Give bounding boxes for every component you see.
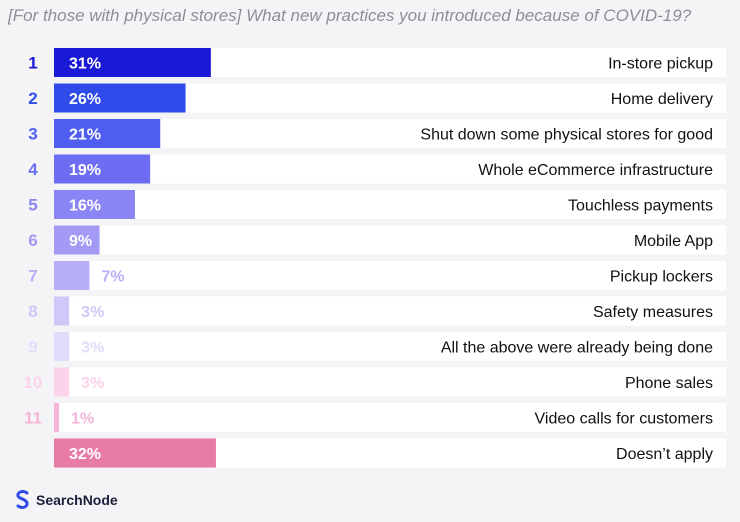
rank-number: 2 bbox=[28, 89, 37, 108]
row-background bbox=[54, 367, 726, 397]
value-label: 7% bbox=[101, 269, 124, 286]
bar bbox=[54, 154, 151, 184]
chart-title: [For those with physical stores] What ne… bbox=[8, 6, 692, 25]
category-label: Home delivery bbox=[611, 91, 713, 108]
category-label: Safety measures bbox=[593, 304, 713, 321]
category-label: Mobile App bbox=[634, 233, 713, 250]
value-label: 21% bbox=[69, 127, 101, 144]
bar-row: 4 19% Whole eCommerce infrastructure bbox=[28, 154, 726, 184]
category-label: Doesn’t apply bbox=[616, 446, 713, 463]
bar-chart: 1 31% In-store pickup 2 26% Home delivery 3 21%… bbox=[24, 48, 726, 468]
bar-row: 9 3% All the above were already being done bbox=[28, 332, 726, 361]
rank-number: 8 bbox=[28, 302, 37, 321]
bar-row: 1 31% In-store pickup bbox=[28, 48, 726, 77]
value-label: 3% bbox=[81, 375, 104, 392]
value-label: 32% bbox=[69, 446, 101, 463]
value-label: 1% bbox=[71, 411, 94, 428]
category-label: Video calls for customers bbox=[535, 411, 713, 428]
category-label: All the above were already being done bbox=[441, 340, 713, 357]
bar-row: 6 9% Mobile App bbox=[28, 225, 726, 255]
row-background bbox=[54, 296, 726, 326]
bar bbox=[54, 332, 70, 361]
bar-row: 7 7% Pickup lockers bbox=[28, 261, 726, 290]
bar bbox=[54, 119, 161, 148]
value-label: 31% bbox=[69, 56, 101, 73]
category-label: Phone sales bbox=[625, 375, 713, 392]
bar bbox=[54, 83, 186, 113]
rank-number: 4 bbox=[28, 160, 38, 179]
row-background bbox=[54, 261, 726, 290]
bar-row: 8 3% Safety measures bbox=[28, 296, 726, 326]
value-label: 9% bbox=[69, 233, 92, 250]
bar-row: 11 1% Video calls for customers bbox=[24, 403, 726, 432]
bar-row: 3 21% Shut down some physical stores for g… bbox=[28, 119, 726, 148]
value-label: 16% bbox=[69, 198, 101, 215]
bar bbox=[54, 261, 90, 290]
category-label: Pickup lockers bbox=[610, 269, 713, 286]
row-background bbox=[54, 154, 726, 184]
brand-name: SearchNode bbox=[36, 492, 118, 508]
rank-number: 10 bbox=[24, 373, 43, 392]
row-background bbox=[54, 332, 726, 361]
bar bbox=[54, 48, 211, 77]
rank-number: 6 bbox=[28, 231, 37, 250]
rank-number: 5 bbox=[28, 196, 37, 215]
rank-number: 3 bbox=[28, 125, 37, 144]
value-label: 26% bbox=[69, 91, 101, 108]
value-label: 19% bbox=[69, 162, 101, 179]
category-label: Shut down some physical stores for good bbox=[420, 127, 713, 144]
bar-row: 2 26% Home delivery bbox=[28, 83, 726, 113]
row-background bbox=[54, 119, 726, 148]
rank-number: 9 bbox=[28, 338, 37, 357]
bar bbox=[54, 367, 70, 397]
rank-number: 1 bbox=[28, 54, 37, 73]
bar bbox=[54, 403, 60, 432]
brand-footer: SearchNode bbox=[14, 490, 118, 510]
rank-number: 7 bbox=[28, 267, 37, 286]
row-background bbox=[54, 225, 726, 255]
bar bbox=[54, 438, 216, 468]
bar-row: 32% Doesn’t apply bbox=[54, 438, 726, 468]
row-background bbox=[54, 403, 726, 432]
bar-row: 5 16% Touchless payments bbox=[28, 190, 726, 219]
rank-number: 11 bbox=[24, 409, 42, 428]
searchnode-logo-icon bbox=[14, 490, 32, 510]
value-label: 3% bbox=[81, 304, 104, 321]
bar bbox=[54, 190, 135, 219]
value-label: 3% bbox=[81, 340, 104, 357]
bar bbox=[54, 225, 100, 255]
category-label: Touchless payments bbox=[568, 198, 713, 215]
row-background bbox=[54, 190, 726, 219]
bar-row: 10 3% Phone sales bbox=[24, 367, 726, 397]
category-label: In-store pickup bbox=[608, 56, 713, 73]
category-label: Whole eCommerce infrastructure bbox=[478, 162, 713, 179]
bar bbox=[54, 296, 70, 326]
